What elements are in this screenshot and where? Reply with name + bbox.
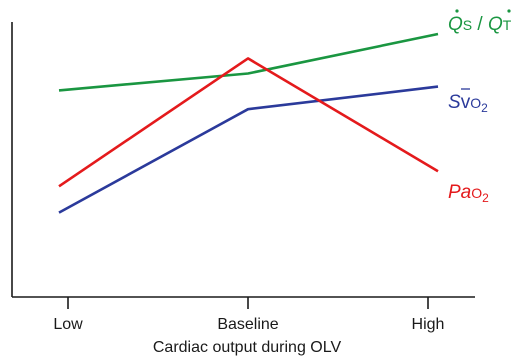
x-tick-label-low: Low <box>53 316 83 333</box>
flow-dot-qs <box>455 9 459 13</box>
series-layer <box>58 32 439 214</box>
series-line-pao2 <box>58 57 439 188</box>
series-label-svo2-text: SvO2 <box>448 92 488 115</box>
flow-dot-qt <box>507 9 511 13</box>
series-label-svo2: SvO2 <box>448 88 488 115</box>
series-line-svo2 <box>58 85 439 214</box>
series-label-qs-qt: QS / QT <box>448 9 512 35</box>
series-line-qs_qt <box>58 32 439 92</box>
series-label-pao2: PaO2 <box>448 182 489 205</box>
x-tick-label-high: High <box>412 316 445 333</box>
series-label-pao2-text: PaO2 <box>448 182 489 205</box>
x-tick-label-baseline: Baseline <box>217 316 278 333</box>
x-axis-title: Cardiac output during OLV <box>153 339 342 356</box>
series-label-qs-qt-text: QS / QT <box>448 14 512 35</box>
